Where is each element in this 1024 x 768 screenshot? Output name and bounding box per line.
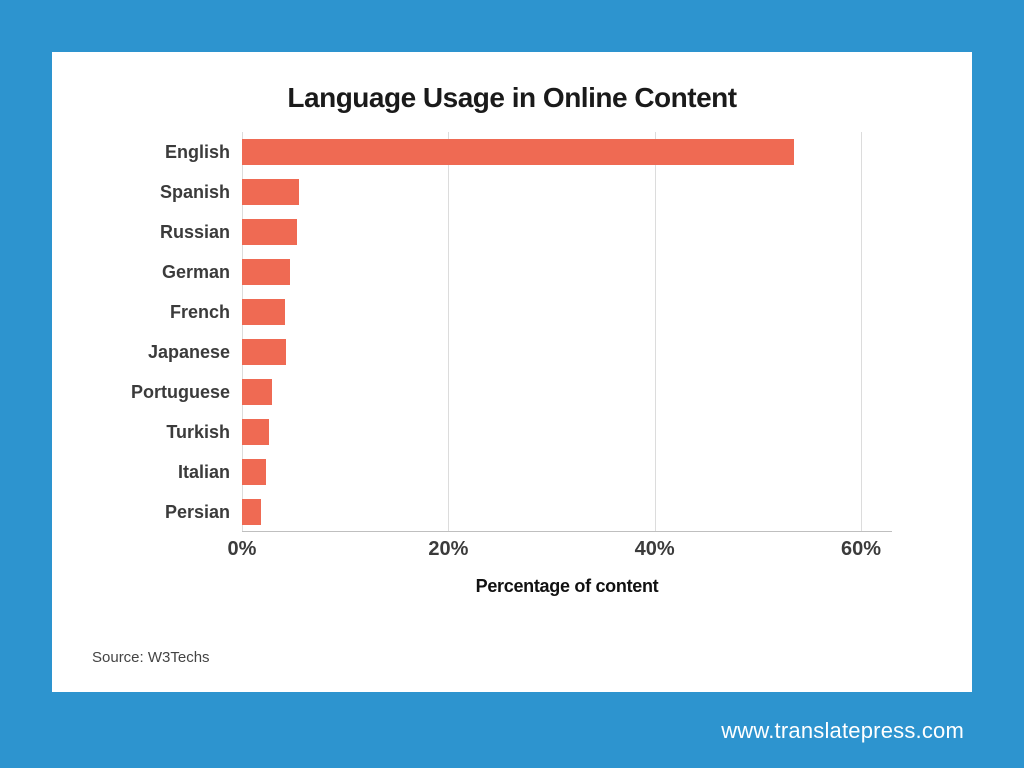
bar-row: Italian: [242, 452, 892, 492]
bar: [242, 499, 261, 525]
category-label: Japanese: [148, 342, 230, 363]
chart-title: Language Usage in Online Content: [92, 82, 932, 114]
bar-row: German: [242, 252, 892, 292]
bar: [242, 179, 299, 205]
bar-row: Persian: [242, 492, 892, 532]
bar: [242, 419, 269, 445]
bar-row: English: [242, 132, 892, 172]
bar-row: Spanish: [242, 172, 892, 212]
bar: [242, 259, 290, 285]
plot-area: EnglishSpanishRussianGermanFrenchJapanes…: [242, 132, 892, 532]
category-label: Italian: [178, 462, 230, 483]
bar: [242, 139, 794, 165]
bar: [242, 299, 285, 325]
bar-row: French: [242, 292, 892, 332]
category-label: Turkish: [166, 422, 230, 443]
source-attribution: Source: W3Techs: [92, 649, 210, 666]
x-tick-label: 20%: [428, 538, 468, 561]
bar: [242, 459, 266, 485]
outer-frame: Language Usage in Online Content English…: [0, 0, 1024, 768]
bar: [242, 339, 286, 365]
bar: [242, 219, 297, 245]
site-url: www.translatepress.com: [721, 718, 964, 744]
category-label: French: [170, 302, 230, 323]
x-tick-label: 0%: [228, 538, 257, 561]
bar-row: Japanese: [242, 332, 892, 372]
x-tick-label: 40%: [635, 538, 675, 561]
category-label: Portuguese: [131, 382, 230, 403]
chart-area: EnglishSpanishRussianGermanFrenchJapanes…: [242, 132, 892, 572]
bar: [242, 379, 272, 405]
chart-card: Language Usage in Online Content English…: [52, 52, 972, 692]
bar-row: Russian: [242, 212, 892, 252]
x-axis-label: Percentage of content: [476, 576, 659, 597]
x-tick-label: 60%: [841, 538, 881, 561]
category-label: Persian: [165, 502, 230, 523]
bar-row: Portuguese: [242, 372, 892, 412]
category-label: German: [162, 262, 230, 283]
bar-row: Turkish: [242, 412, 892, 452]
category-label: Spanish: [160, 182, 230, 203]
category-label: English: [165, 142, 230, 163]
category-label: Russian: [160, 222, 230, 243]
